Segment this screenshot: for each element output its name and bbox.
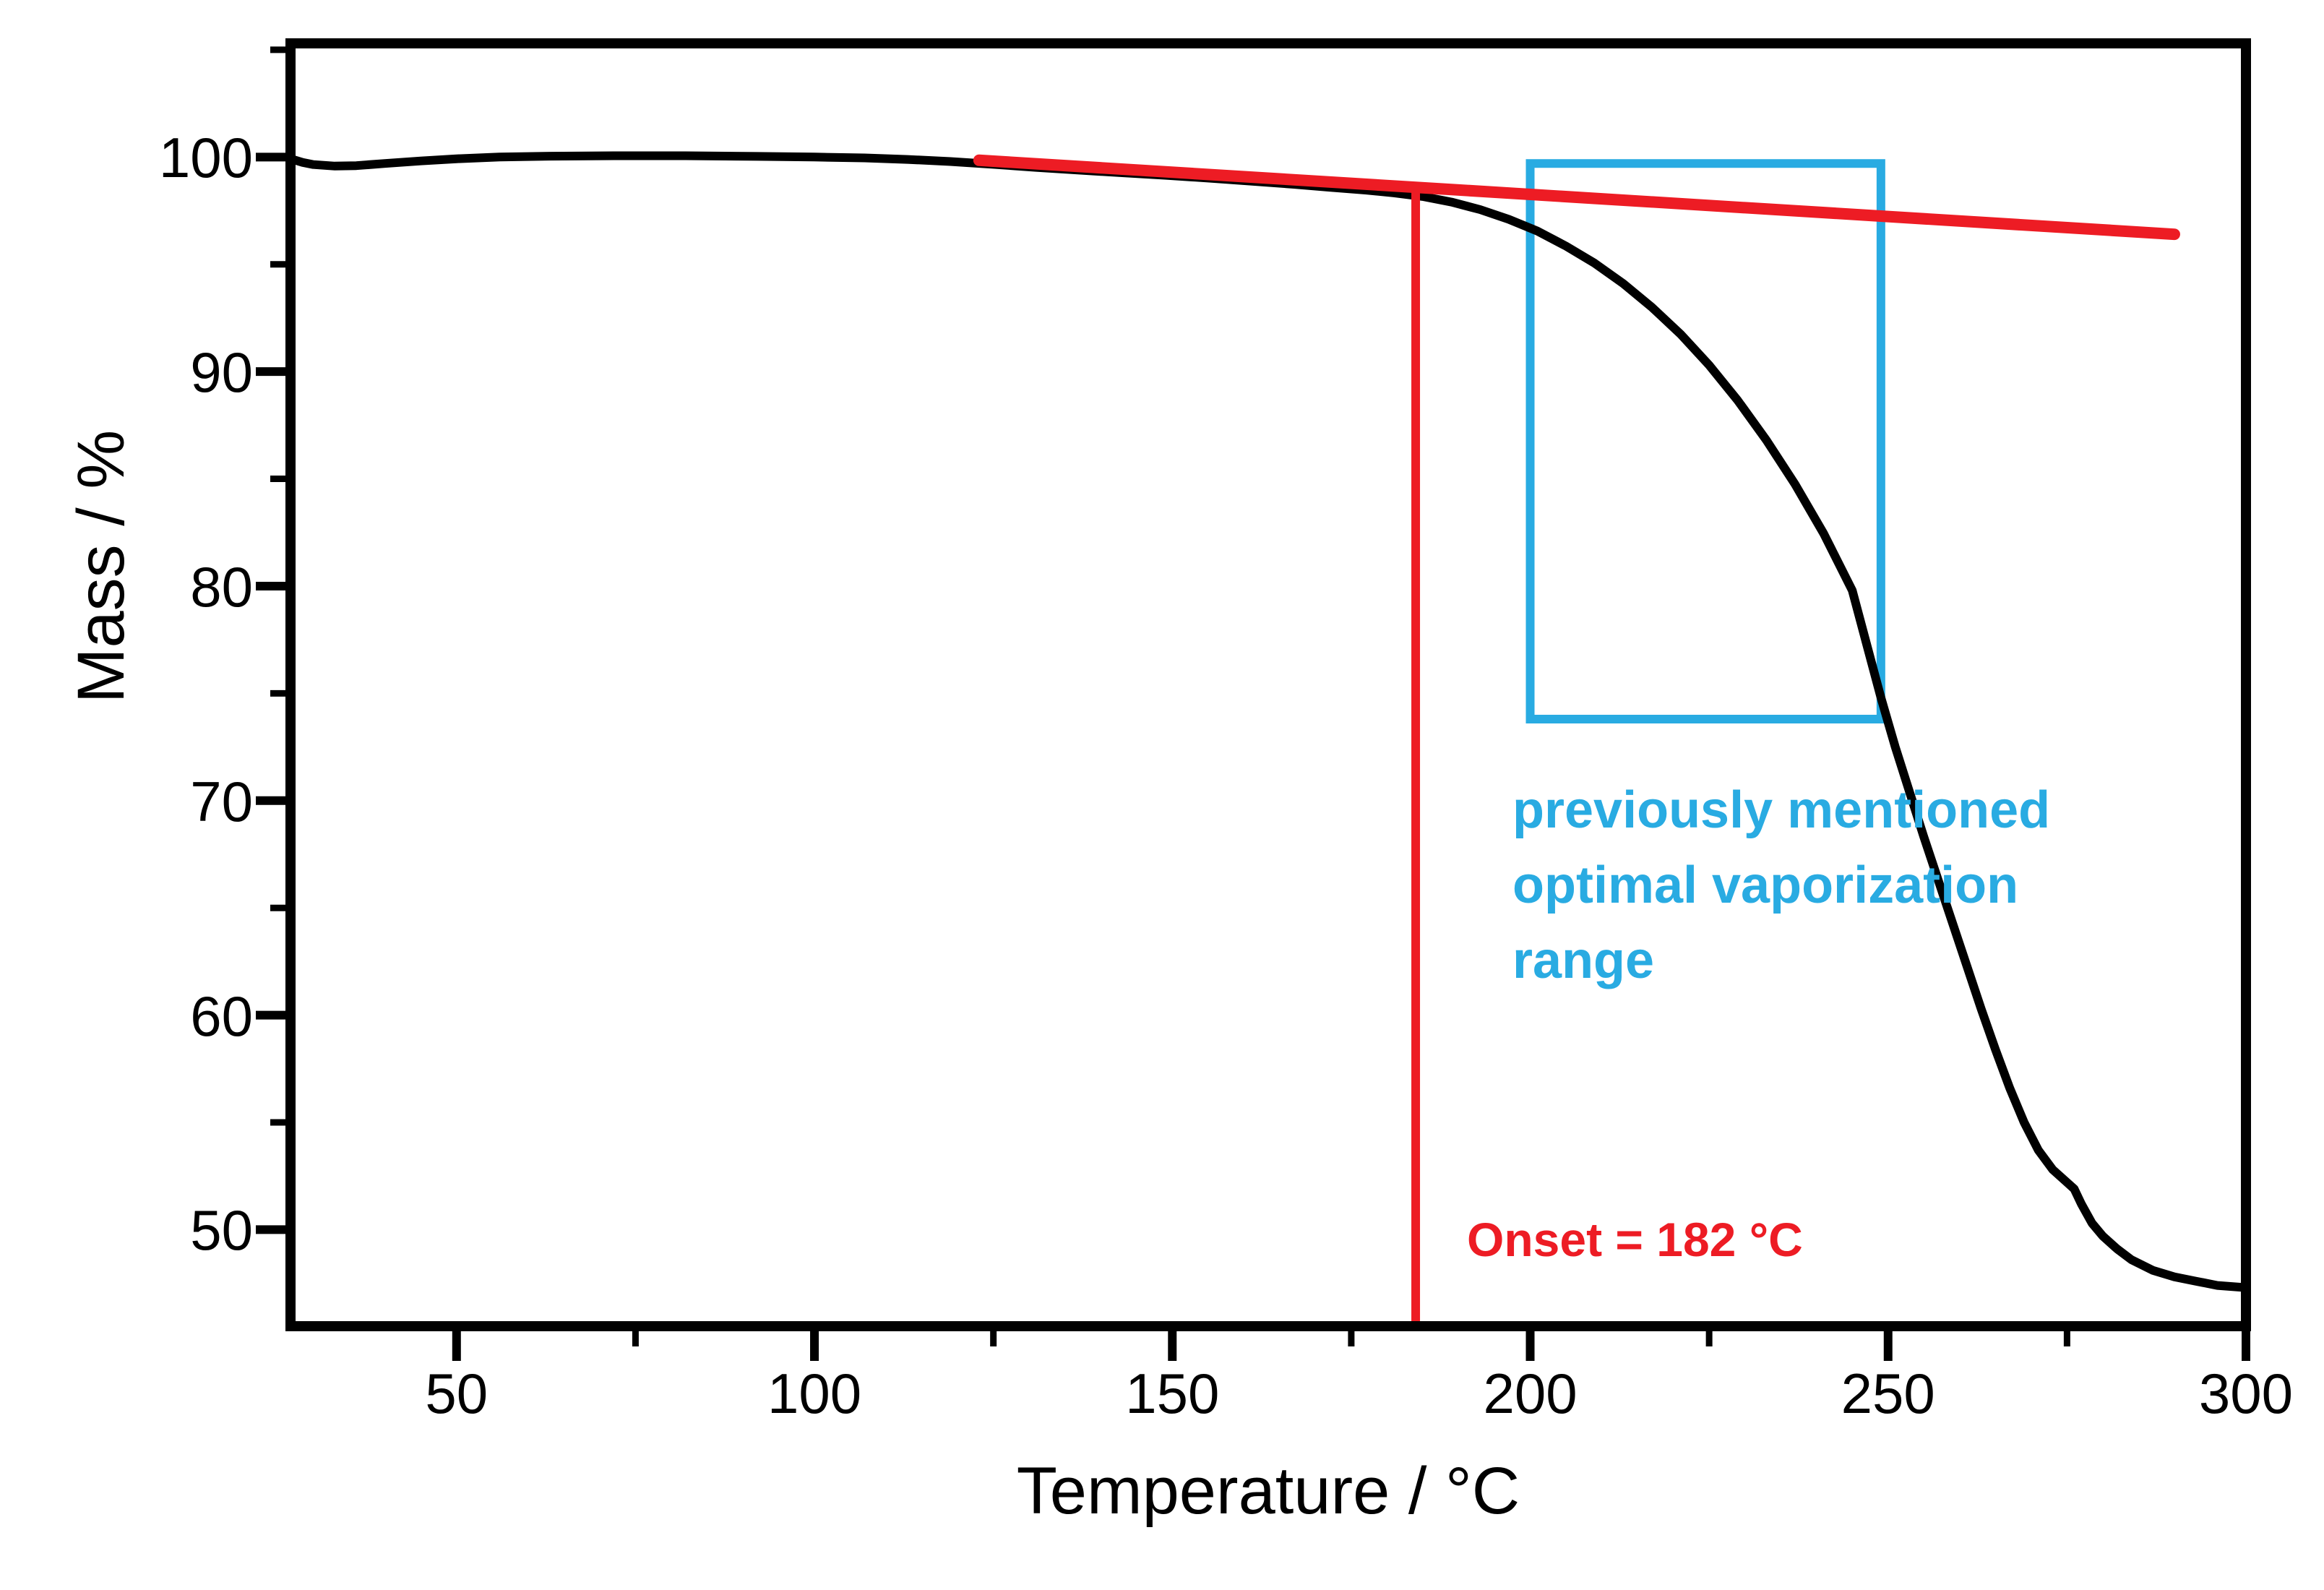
y-tick-label-100: 100 <box>158 126 253 190</box>
vaporization-range-box <box>1525 159 1885 723</box>
x-axis-title: Temperature / °C <box>1016 1454 1520 1528</box>
vaporization-range-annotation: previously mentioned optimal vaporizatio… <box>1512 773 2050 998</box>
y-tick-label-90: 90 <box>190 340 253 405</box>
range-annotation-line-3: range <box>1512 932 1655 989</box>
plot-frame <box>285 38 2251 1331</box>
y-tick-label-50: 50 <box>190 1198 253 1263</box>
x-tick-label-300: 300 <box>2198 1362 2294 1425</box>
y-tick-label-80: 80 <box>190 554 253 619</box>
x-tick-label-250: 250 <box>1841 1362 1935 1425</box>
range-annotation-line-2: optimal vaporization <box>1512 856 2019 914</box>
x-tick-label-50: 50 <box>425 1362 489 1425</box>
onset-annotation: Onset = 182 °C <box>1467 1213 1803 1266</box>
x-tick-label-150: 150 <box>1125 1362 1220 1425</box>
tga-mass-curve <box>288 151 2250 1292</box>
y-axis-title: Mass / % <box>64 429 138 704</box>
range-annotation-line-1: previously mentioned <box>1512 781 2051 839</box>
x-tick-label-200: 200 <box>1483 1362 1578 1425</box>
y-tick-label-60: 60 <box>190 984 253 1048</box>
tangent-line <box>973 154 2180 241</box>
y-tick-label-70: 70 <box>190 769 253 833</box>
x-tick-label-100: 100 <box>767 1362 862 1425</box>
